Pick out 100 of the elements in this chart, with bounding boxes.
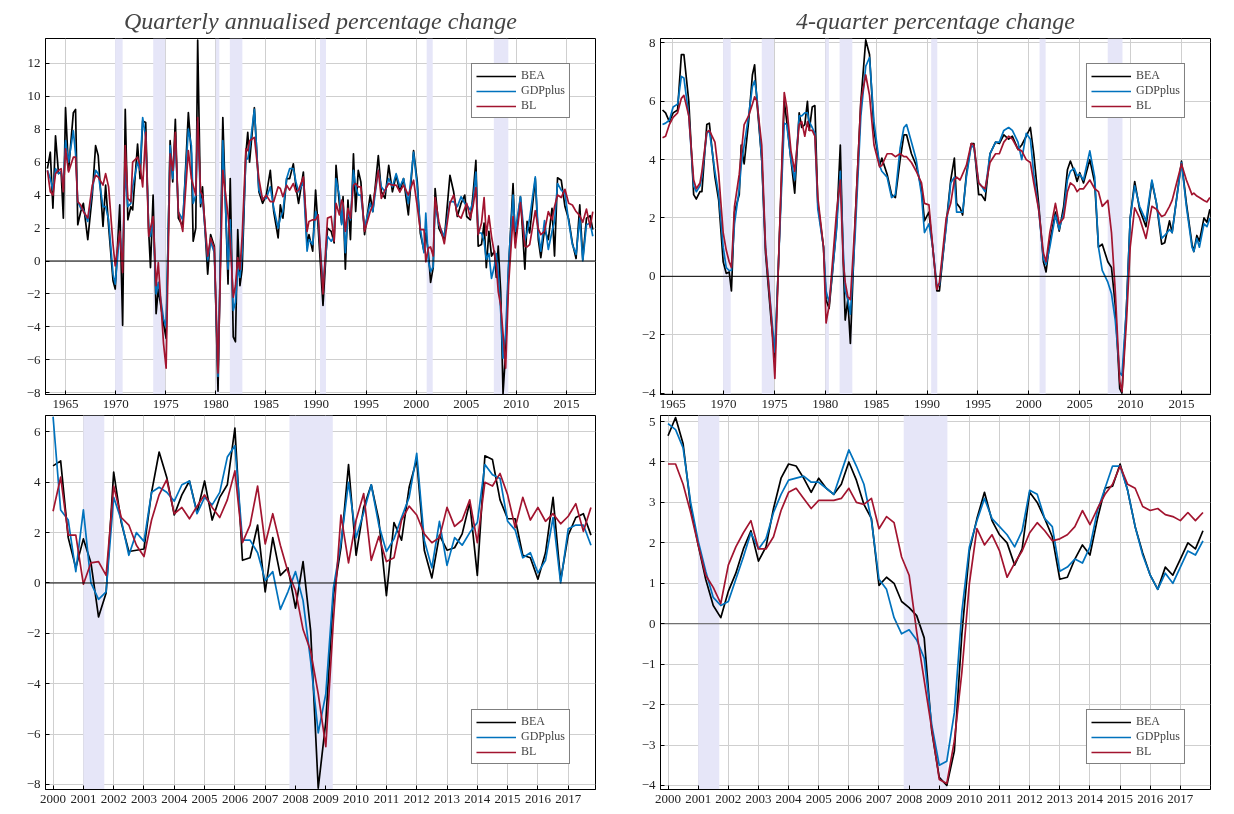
x-tick-label: 2001 [70,790,97,806]
y-tick-label: −2 [641,696,656,712]
legend-label: BEA [520,714,545,729]
x-tick-label: 2015 [494,790,521,806]
x-tick-label: 1990 [302,395,329,411]
legend-label: BEA [1135,714,1160,729]
legend-label: GDPplus [1135,83,1180,98]
y-tick-label: 10 [27,88,41,104]
legend-label: GDPplus [520,83,565,98]
y-tick-label: 4 [34,474,41,490]
x-tick-label: 2005 [453,395,480,411]
legend-label: BL [520,98,538,113]
y-tick-label: 0 [649,268,656,284]
x-tick-label: 2002 [100,790,127,806]
y-tick-label: 5 [649,413,656,429]
y-tick-label: −2 [26,285,41,301]
y-tick-label: 4 [649,151,656,167]
x-tick-label: 2000 [403,395,430,411]
x-tick-label: 2016 [524,790,552,806]
x-tick-label: 1970 [102,395,129,411]
x-tick-label: 2002 [715,790,742,806]
y-tick-label: 12 [27,55,41,71]
x-tick-label: 1970 [710,395,737,411]
x-tick-label: 1980 [812,395,839,411]
y-tick-label: 0 [649,615,656,631]
y-tick-label: 6 [34,154,41,170]
x-tick-label: 1995 [353,395,380,411]
x-tick-label: 2013 [1046,790,1073,806]
x-tick-label: 2014 [464,790,491,806]
y-tick-label: 3 [649,494,656,510]
y-tick-label: 4 [649,454,656,469]
x-tick-label: 2006 [221,790,249,806]
legend-label: BL [1135,98,1153,113]
y-tick-label: 0 [34,574,41,590]
x-tick-label: 2009 [312,790,339,806]
y-tick-label: 8 [34,121,41,137]
x-tick-label: 2011 [986,790,1013,806]
x-tick-label: 2008 [896,790,923,806]
x-tick-label: 2005 [805,790,832,806]
x-tick-label: 2008 [282,790,309,806]
x-tick-label: 1965 [52,395,79,411]
y-tick-label: −2 [26,625,41,641]
legend-label: BL [1135,744,1153,759]
x-tick-label: 2001 [685,790,712,806]
x-tick-label: 2010 [503,395,530,411]
y-tick-label: 6 [34,423,41,439]
y-tick-label: 4 [34,187,41,203]
y-tick-label: 2 [649,209,656,225]
legend-label: GDPplus [1135,729,1180,744]
x-tick-label: 2017 [1167,790,1194,806]
y-tick-label: −4 [641,385,656,401]
x-tick-label: 2015 [1107,790,1134,806]
x-tick-label: 2014 [1076,790,1104,806]
x-tick-label: 2012 [403,790,430,806]
x-tick-label: 2003 [130,790,157,806]
x-tick-label: 2004 [161,790,188,806]
x-tick-label: 2015 [1168,395,1195,411]
x-tick-label: 2010 [1117,395,1144,411]
chart-title: 4-quarter percentage change [795,7,1076,34]
x-tick-label: 2007 [865,790,893,806]
x-tick-label: 1965 [659,395,686,411]
y-tick-label: −8 [26,776,41,792]
y-tick-label: −4 [641,777,656,793]
x-tick-label: 2009 [926,790,953,806]
x-tick-label: 1990 [914,395,941,411]
x-tick-label: 2003 [745,790,772,806]
x-tick-label: 1995 [964,395,991,411]
y-tick-label: 1 [649,575,656,591]
y-tick-label: −8 [26,384,41,400]
x-tick-label: 2006 [835,790,863,806]
chart-title: Quarterly annualised percentage change [123,7,518,34]
y-tick-label: 2 [34,524,41,540]
y-tick-label: −6 [26,726,41,742]
x-tick-label: 2005 [1066,395,1093,411]
y-tick-label: −4 [26,675,41,691]
x-tick-label: 1985 [863,395,890,411]
x-tick-label: 1975 [761,395,788,411]
x-tick-label: 2004 [775,790,803,806]
y-tick-label: 6 [649,93,656,109]
x-tick-label: 2013 [434,790,461,806]
y-tick-label: −2 [641,326,656,342]
legend-label: BEA [1135,68,1160,83]
y-tick-label: −1 [641,656,656,672]
legend-label: GDPplus [520,729,565,744]
x-tick-label: 2000 [1015,395,1042,411]
y-tick-label: 8 [649,34,656,50]
x-tick-label: 2017 [555,790,582,806]
x-tick-label: 2000 [40,790,67,806]
x-tick-label: 2010 [956,790,983,806]
y-tick-label: 0 [34,253,41,268]
x-tick-label: 1980 [202,395,229,411]
legend-label: BEA [520,68,545,83]
x-tick-label: 2012 [1016,790,1043,806]
y-tick-label: −6 [26,351,41,367]
x-tick-label: 2016 [1137,790,1164,806]
x-tick-label: 1985 [252,395,279,411]
x-tick-label: 2010 [343,790,370,806]
y-tick-label: −3 [641,737,656,753]
x-tick-label: 2015 [553,395,580,411]
x-tick-label: 1975 [152,395,179,411]
